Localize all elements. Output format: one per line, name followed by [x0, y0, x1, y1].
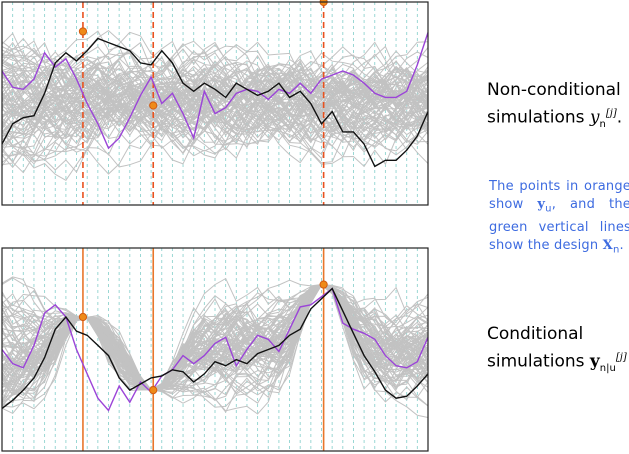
simulation-path: [1, 52, 429, 157]
non-conditional-label-end: .: [616, 107, 623, 128]
purple-simulation-line: [1, 287, 429, 412]
simulation-path: [1, 46, 429, 144]
simulation-path: [1, 66, 429, 169]
observation-point: [319, 280, 328, 289]
simulation-path: [1, 69, 429, 142]
plot-frame: [1, 1, 429, 206]
simulation-path: [1, 79, 429, 139]
simulation-path: [1, 57, 429, 150]
simulation-path: [1, 284, 429, 391]
simulation-path: [1, 109, 429, 175]
simulation-path: [1, 76, 429, 139]
note-post: .: [619, 237, 624, 253]
conditional-label-var: y: [589, 351, 600, 372]
simulation-path: [1, 284, 429, 396]
black-simulation-line: [1, 287, 429, 409]
non-conditional-label-sup: [j]: [605, 108, 617, 119]
observation-point: [149, 386, 158, 395]
note-y: y: [537, 197, 546, 212]
note-x: X: [602, 237, 613, 253]
black-simulation-line: [1, 37, 429, 168]
non-conditional-label: Non-conditional simulations yn[j].: [487, 78, 627, 137]
top-panel: [0, 0, 440, 207]
note-text: The points in orange show yu, and the gr…: [489, 178, 629, 259]
simulation-path: [1, 41, 429, 102]
simulation-path: [1, 284, 429, 404]
plot-frame: [1, 247, 429, 452]
purple-simulation-line: [1, 32, 429, 150]
simulation-path: [1, 284, 429, 391]
note-mid: , and the green vertical lines show the …: [489, 197, 629, 253]
simulation-path: [1, 65, 429, 137]
note-x-sub: n: [612, 244, 620, 256]
observation-point: [78, 27, 88, 36]
non-conditional-label-var: y: [589, 107, 600, 128]
simulation-path: [1, 79, 429, 142]
note-y-sub: u: [545, 203, 552, 215]
observation-point: [319, 0, 328, 7]
observation-point: [149, 101, 158, 110]
simulation-path: [1, 73, 429, 147]
non-conditional-label-sub: n: [599, 119, 606, 131]
grid-lines: [1, 248, 429, 451]
conditional-label-text: Conditional simulations: [487, 324, 590, 372]
non-conditional-label-text: Non-conditional simulations: [487, 80, 621, 128]
simulation-path: [1, 41, 429, 141]
note-pre: The points in orange show: [489, 179, 629, 212]
simulation-path: [1, 60, 429, 153]
conditional-simulations-plot: [1, 247, 429, 452]
simulation-path: [1, 41, 429, 151]
simulation-paths: [1, 29, 429, 181]
conditional-label-sub: n|u: [599, 363, 616, 375]
observation-point: [78, 312, 88, 322]
conditional-label: Conditional simulations yn|u[j]: [487, 322, 627, 381]
conditional-label-sup: [j]: [615, 352, 627, 363]
non-conditional-simulations-plot: [1, 0, 429, 206]
observation-points: [78, 280, 328, 395]
bottom-panel: [0, 246, 440, 453]
